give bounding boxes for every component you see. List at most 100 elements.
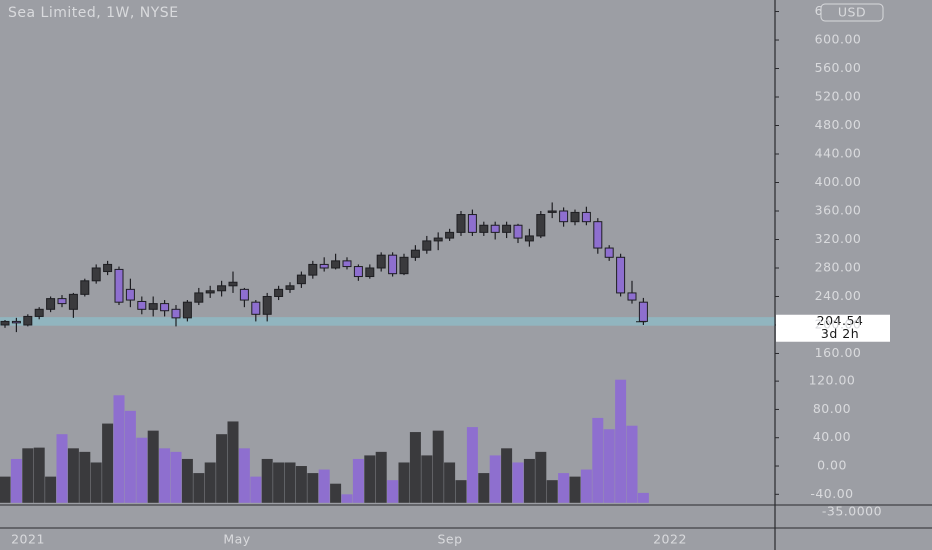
candle-body: [388, 254, 398, 275]
volume-bar: [466, 427, 478, 503]
candle-body: [410, 249, 420, 258]
volume-bar: [535, 451, 547, 503]
candle-body: [479, 224, 489, 233]
currency: USD: [838, 5, 866, 20]
volume-bar: [67, 448, 79, 503]
candle-body: [205, 290, 215, 294]
volume-bar: [523, 458, 535, 503]
volume-bar: [626, 425, 638, 503]
countdown: 3d 2h: [821, 326, 859, 341]
candle-body: [239, 288, 249, 301]
candle-body: [331, 260, 341, 269]
volume-bar: [113, 395, 125, 503]
candle-body: [559, 210, 569, 223]
candle-body: [68, 293, 78, 310]
volume-bar: [375, 451, 387, 503]
volume-bar: [546, 480, 558, 503]
y-tick-label: 520.00: [815, 89, 862, 104]
volume-bar: [330, 483, 342, 503]
candle-body: [46, 298, 56, 310]
volume-bar: [22, 448, 34, 503]
candle-body: [228, 281, 238, 287]
y-tick-label: 200.00: [815, 316, 862, 331]
candle-body: [34, 308, 44, 317]
volume-bar: [432, 430, 444, 503]
candle-body: [23, 315, 33, 326]
candle-body: [365, 267, 375, 278]
last-price-label: 204.54: [817, 313, 864, 328]
candle-body: [342, 260, 352, 268]
candle-body: [616, 256, 626, 294]
y2-tick-label: 0.00: [817, 458, 847, 473]
volume-bar: [193, 473, 205, 503]
volume-bar: [409, 432, 421, 503]
y-tick-label: 240.00: [815, 288, 862, 303]
volume-bar: [0, 476, 11, 503]
volume-bar: [398, 462, 410, 503]
candle-body: [137, 300, 147, 310]
volume-bar: [444, 462, 456, 503]
candle-body: [0, 320, 10, 326]
volume-bar: [364, 455, 376, 503]
chart-title: Sea Limited, 1W, NYSE: [8, 5, 179, 21]
y-tick-label: 440.00: [815, 146, 862, 161]
candle-body: [11, 320, 21, 324]
candle-body: [536, 214, 546, 237]
volume-bar: [90, 462, 102, 503]
candle-body: [148, 303, 158, 310]
candle-body: [581, 211, 591, 223]
volume-bar: [512, 462, 524, 503]
volume-bar: [341, 494, 353, 503]
y2-tick-label: 80.00: [813, 401, 851, 416]
y-tick-label: 280.00: [815, 259, 862, 274]
candle-body: [160, 303, 170, 312]
volume-bar: [307, 473, 319, 503]
candle-body: [262, 295, 272, 315]
y-tick-label: 560.00: [815, 60, 862, 75]
candle-body: [638, 301, 648, 322]
candle-body: [399, 256, 409, 275]
volume-bar: [318, 469, 330, 503]
candle-body: [296, 274, 306, 285]
y2-tick-label: 120.00: [809, 373, 856, 388]
volume-bar: [45, 476, 57, 503]
y2-tick-label: -40.00: [810, 486, 853, 501]
volume-bar: [284, 462, 296, 503]
currency-box[interactable]: [820, 3, 884, 22]
volume-bar: [56, 434, 68, 503]
candle-body: [217, 285, 227, 292]
candle-body: [422, 240, 432, 251]
volume-bar: [603, 429, 615, 503]
candle-body: [490, 224, 500, 233]
candle-body: [570, 211, 580, 223]
volume-bar: [501, 448, 513, 503]
x-tick-label: Sep: [437, 532, 462, 547]
y-tick-label: 480.00: [815, 117, 862, 132]
y-tick-label: 360.00: [815, 202, 862, 217]
y-tick-label: 400.00: [815, 174, 862, 189]
y-tick-label: 160.00: [815, 345, 862, 360]
candle-body: [285, 285, 295, 290]
volume-bar: [159, 448, 171, 503]
volume-bar: [295, 466, 307, 503]
candle-body: [593, 221, 603, 249]
volume-bar: [489, 455, 501, 503]
candle-body: [251, 301, 261, 315]
candle-body: [194, 292, 204, 303]
candle-body: [274, 288, 284, 297]
candle-body: [57, 298, 67, 305]
candle-body: [114, 268, 124, 303]
volume-bar: [33, 447, 45, 503]
volume-bar: [592, 417, 604, 503]
volume-bar: [569, 476, 581, 503]
candle-body: [103, 263, 113, 273]
x-tick-label: 2021: [11, 532, 45, 547]
x-tick-label: 2022: [653, 532, 687, 547]
volume-bar: [261, 458, 273, 503]
volume-bar: [216, 434, 228, 503]
candle-body: [308, 263, 318, 276]
volume-bar: [147, 430, 159, 503]
candle-body: [319, 263, 329, 269]
candle-body: [80, 280, 90, 295]
